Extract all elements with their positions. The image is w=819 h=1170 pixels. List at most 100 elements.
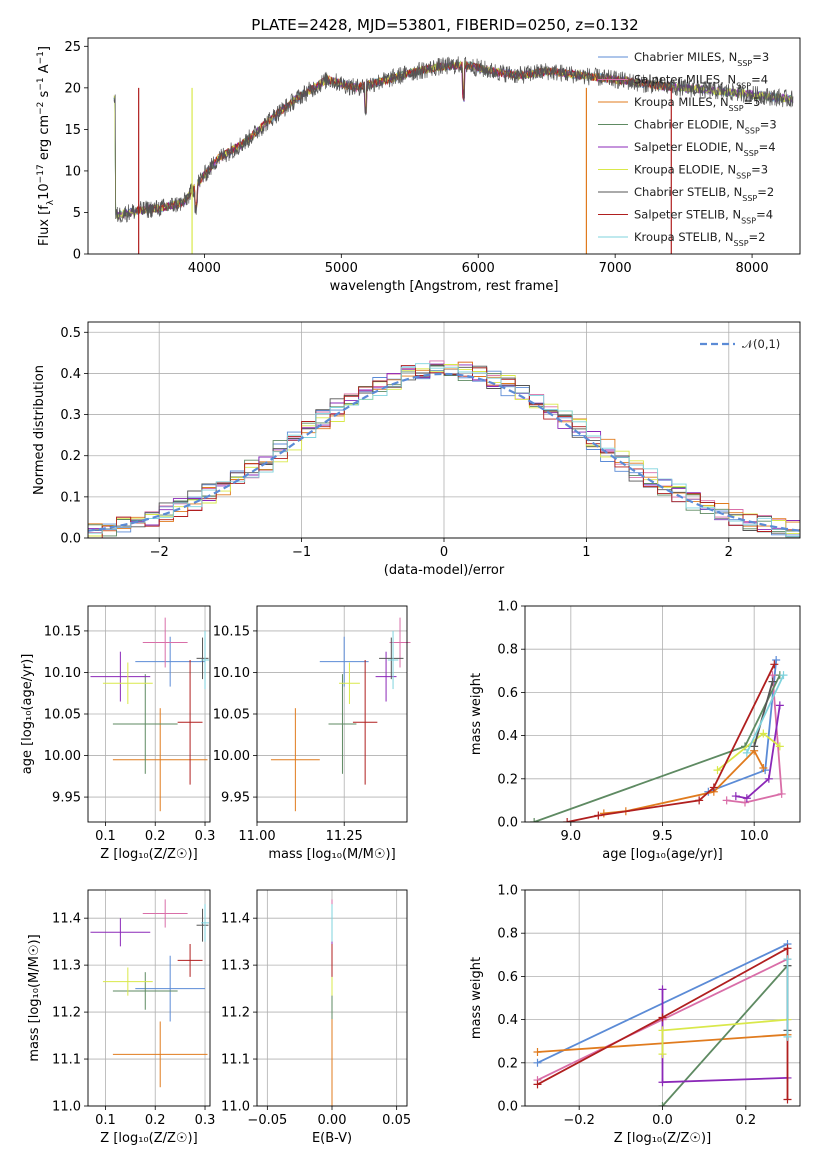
y-tick-label: 11.0: [52, 1100, 81, 1115]
x-tick-label: 11.25: [326, 829, 363, 844]
y-tick-label: 10.15: [44, 624, 81, 639]
weight-marker-salpeter_stelib: [770, 660, 779, 669]
spectrum-series-salpeter_stelib: [135, 61, 673, 215]
normal-curve: [88, 372, 800, 532]
x-axis-label: (data-model)/error: [384, 563, 505, 578]
weight-marker-kroupa_stelib: [742, 748, 751, 757]
legend-label-chabrier_elodie: Chabrier ELODIE, NSSP=3: [634, 118, 777, 136]
legend-label-chabrier_miles: Chabrier MILES, NSSP=3: [634, 50, 769, 68]
y-tick-label: 5: [73, 206, 81, 221]
y-tick-label: 10.00: [44, 749, 81, 764]
axes-frame: [87, 889, 211, 1107]
panel-age-mass: 11.00 11.25 9.95 10.00 10.05 10.10 10.15 mass […: [213, 605, 411, 862]
spectrum-legend: Chabrier MILES, NSSP=3 Salpeter MILES, NS…: [598, 50, 777, 248]
axes-frame: [256, 889, 408, 1107]
y-tick-label: 0.0: [497, 816, 518, 831]
y-tick-label: 11.1: [52, 1053, 81, 1068]
legend-label-chabrier_stelib: Chabrier STELIB, NSSP=2: [634, 185, 774, 203]
x-tick-label: 1: [582, 545, 590, 560]
x-axis-label: E(B-V): [312, 1131, 352, 1146]
chart-panels: 4000 5000 6000 7000 80000510152025wavelength…: [20, 37, 801, 1146]
y-tick-label: 11.4: [52, 912, 81, 927]
spectrum-lines: [113, 56, 794, 254]
weight-lines: [530, 656, 788, 822]
x-axis-label: age [log₁₀(age/yr)]: [602, 847, 723, 862]
y-tick-label: 0.6: [497, 970, 518, 985]
weight-marker-salpeter_stelib: [594, 811, 603, 820]
x-axis-label: Z [log₁₀(Z/Z☉)]: [100, 847, 197, 862]
y-tick-label: 10.10: [213, 666, 250, 681]
histogram-kroupa_stelib: [88, 363, 800, 537]
y-tick-label: 11.0: [221, 1100, 250, 1115]
legend-label-salpeter_elodie: Salpeter ELODIE, NSSP=4: [634, 140, 776, 158]
x-tick-label: 8000: [736, 261, 769, 276]
errorbars: [90, 899, 210, 1088]
y-axis-label: mass weight: [469, 957, 484, 1039]
y-tick-label: 0.1: [60, 490, 81, 505]
weight-marker-kroupa_elodie: [658, 1026, 667, 1035]
weight-marker-salpeter_elodie: [658, 985, 667, 994]
weight-marker-kroupa_elodie: [775, 742, 784, 751]
x-tick-label: −0.2: [563, 1113, 595, 1128]
weight-series-kroupa_stelib: [745, 674, 785, 754]
panel-residuals: −2 −1 0 1 2 0.0 0.1 0.2 0.3 0.4 0.5 (data-model)/er…: [32, 321, 801, 578]
histograms: [88, 360, 800, 538]
weight-marker-kroupa_elodie: [658, 1050, 667, 1059]
weight-marker-chabrier_elodie: [658, 1102, 667, 1106]
x-tick-label: 10.0: [740, 829, 769, 844]
x-tick-label: 0.2: [145, 1113, 166, 1128]
y-tick-label: 0.0: [497, 1100, 518, 1115]
y-tick-label: 15: [64, 123, 81, 138]
weight-marker-salpeter_elodie: [742, 794, 751, 803]
y-tick-label: 10.05: [213, 708, 250, 723]
y-tick-label: 10.00: [213, 749, 250, 764]
weight-marker-chabrier_elodie: [530, 818, 539, 822]
y-tick-label: 11.2: [221, 1006, 250, 1021]
weight-marker-salpeter_elodie: [658, 1078, 667, 1087]
x-tick-label: 0.0: [652, 1113, 673, 1128]
weight-marker-salpeter_stelib: [783, 944, 792, 953]
y-tick-label: 11.2: [52, 1006, 81, 1021]
y-tick-label: 9.95: [52, 791, 81, 806]
y-axis-label: mass weight: [469, 673, 484, 755]
weight-series-chabrier_stelib: [753, 681, 774, 747]
y-tick-label: 0.4: [60, 367, 81, 382]
y-tick-label: 11.3: [221, 959, 250, 974]
weight-marker-chabrier_miles: [772, 656, 781, 664]
x-tick-label: 4000: [188, 261, 221, 276]
x-tick-label: 5000: [325, 261, 358, 276]
y-tick-label: 1.0: [497, 884, 518, 899]
spectrum-series-chabrier_stelib: [113, 56, 794, 223]
x-axis-label: Z [log₁₀(Z/Z☉)]: [100, 1131, 197, 1146]
x-tick-label: 0.2: [735, 1113, 756, 1128]
x-tick-label: 0.1: [95, 1113, 116, 1128]
weight-marker-chabrier_stelib: [750, 742, 759, 751]
x-tick-label: 6000: [462, 261, 495, 276]
y-tick-label: 11.3: [52, 959, 81, 974]
y-tick-label: 0.3: [60, 408, 81, 423]
errorbars: [270, 617, 411, 812]
weight-marker-kroupa_miles: [533, 1048, 542, 1056]
y-tick-label: 0.4: [497, 1013, 518, 1028]
x-tick-label: 0: [440, 545, 448, 560]
weight-marker-salpeter_stelib: [533, 1080, 542, 1089]
axes-frame: [256, 605, 408, 823]
weight-marker-salpeter_miles: [741, 798, 749, 807]
weight-marker-kroupa_miles: [599, 809, 608, 818]
weight-marker-salpeter_stelib: [695, 796, 704, 805]
axes-frame: [524, 889, 801, 1107]
y-tick-label: 10.05: [44, 708, 81, 723]
y-axis-label: Normed distribution: [32, 365, 47, 495]
y-tick-label: 0.4: [497, 729, 518, 744]
y-tick-label: 0.0: [60, 532, 81, 547]
y-tick-label: 0: [73, 248, 81, 263]
x-tick-label: 0.1: [95, 829, 116, 844]
y-tick-label: 11.4: [221, 912, 250, 927]
x-tick-label: 0.3: [195, 829, 216, 844]
weight-series-salpeter_miles: [726, 675, 783, 804]
weight-marker-salpeter_stelib: [783, 1095, 792, 1104]
x-tick-label: 7000: [599, 261, 632, 276]
weight-marker-salpeter_stelib: [563, 818, 572, 822]
x-tick-label: 0.2: [145, 829, 166, 844]
